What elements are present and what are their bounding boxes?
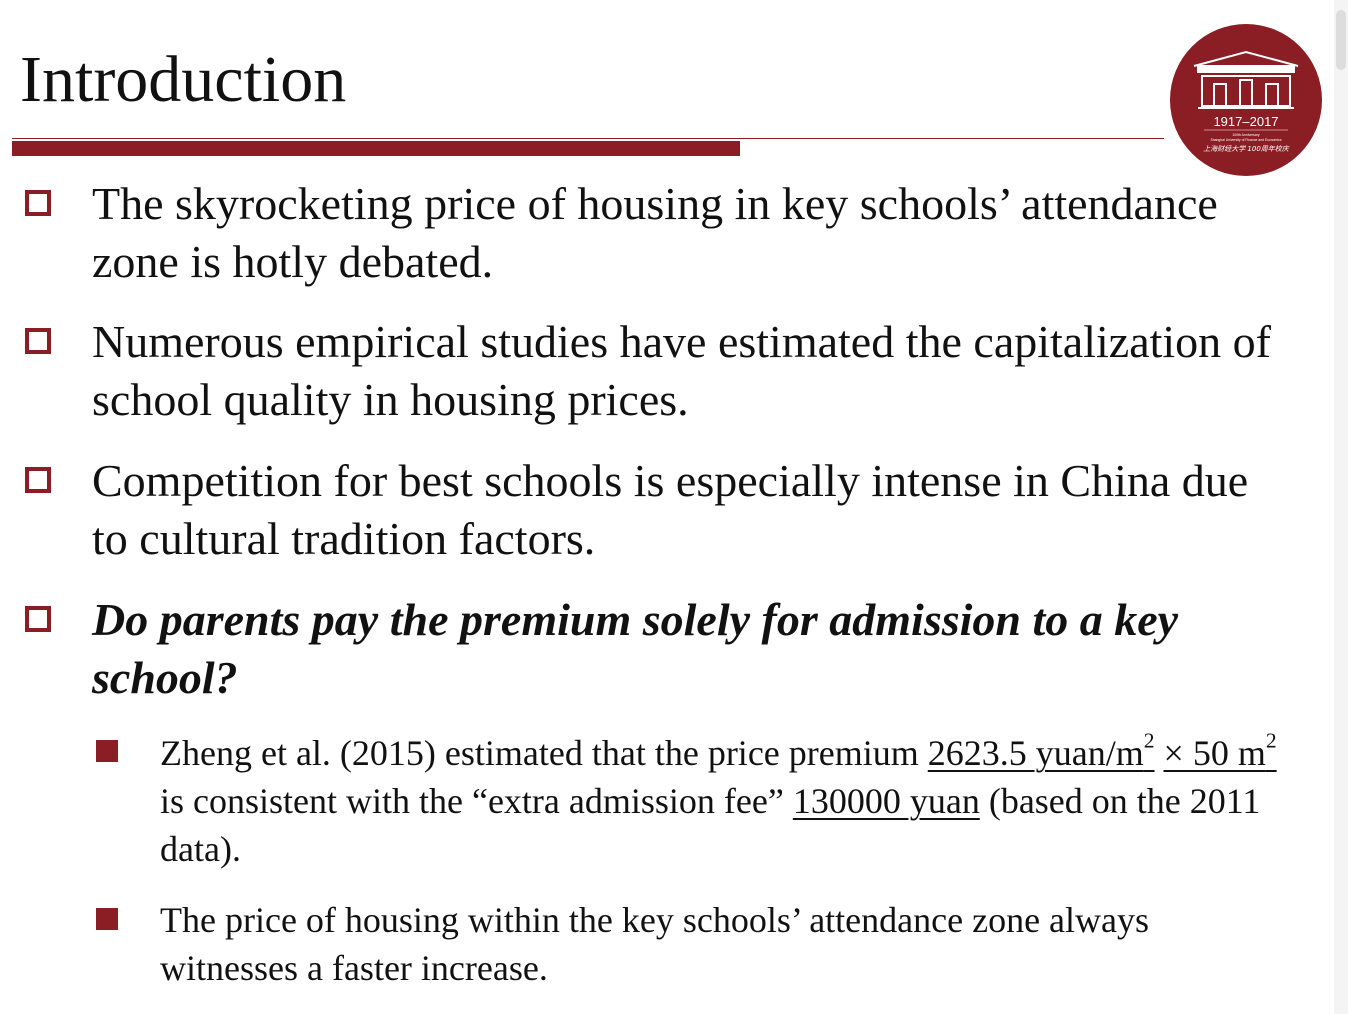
- bullet-question: Do parents pay the premium solely for ad…: [92, 594, 1179, 703]
- logo-years: 1917–2017: [1213, 114, 1278, 129]
- sub-bullet-text-2: The price of housing within the key scho…: [160, 900, 1150, 988]
- logo-school-en: Shanghai University of Finance and Econo…: [1210, 138, 1281, 142]
- bullet-text-2: Numerous empirical studies have estimate…: [92, 316, 1271, 425]
- bullet-box-3: [25, 467, 51, 493]
- logo-anniversary: 100th Anniversary: [1232, 133, 1259, 137]
- bullet-box-1: [25, 190, 51, 216]
- admission-fee-value: 130000 yuan: [792, 781, 980, 821]
- title-rule-thick: [12, 141, 740, 156]
- premium-value: 2623.5 yuan/m2: [927, 728, 1155, 773]
- scroll-thumb[interactable]: [1336, 10, 1346, 70]
- sub-bullet-square-2: [96, 908, 118, 930]
- logo-school-cn: 上海财经大学 100周年校庆: [1203, 145, 1290, 153]
- slide-title: Introduction: [20, 43, 347, 116]
- sub1-part3: (based on the 2011 data).: [160, 781, 1261, 869]
- bullet-text-3: Competition for best schools is especial…: [92, 455, 1249, 564]
- university-logo: 1917–2017 100th Anniversary Shanghai Uni…: [1170, 24, 1322, 176]
- sub-bullet-text-1: Zheng et al. (2015) estimated that the p…: [160, 729, 1280, 873]
- title-rule-thin: [12, 138, 1164, 139]
- scrollbar[interactable]: [1334, 0, 1348, 1014]
- gate-icon: [1193, 50, 1299, 109]
- sub-bullet-square-1: [96, 740, 118, 762]
- bullet-box-2: [25, 328, 51, 354]
- sub1-part2: is consistent with the “extra admission …: [160, 781, 793, 821]
- bullet-box-4: [25, 606, 51, 632]
- bullet-text-1: The skyrocketing price of housing in key…: [92, 178, 1218, 287]
- sub1-part1: Zheng et al. (2015) estimated that the p…: [160, 733, 928, 773]
- area-multiplier: × 50 m2: [1163, 728, 1277, 773]
